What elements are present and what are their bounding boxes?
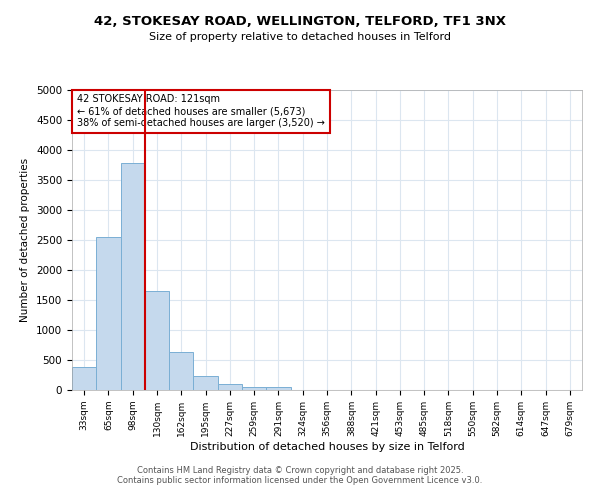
X-axis label: Distribution of detached houses by size in Telford: Distribution of detached houses by size … (190, 442, 464, 452)
Text: 42, STOKESAY ROAD, WELLINGTON, TELFORD, TF1 3NX: 42, STOKESAY ROAD, WELLINGTON, TELFORD, … (94, 15, 506, 28)
Text: 42 STOKESAY ROAD: 121sqm
← 61% of detached houses are smaller (5,673)
38% of sem: 42 STOKESAY ROAD: 121sqm ← 61% of detach… (77, 94, 325, 128)
Y-axis label: Number of detached properties: Number of detached properties (20, 158, 31, 322)
Text: Size of property relative to detached houses in Telford: Size of property relative to detached ho… (149, 32, 451, 42)
Bar (193, 376, 218, 390)
Bar (96, 237, 121, 390)
Bar (218, 384, 242, 390)
Bar (145, 291, 169, 390)
Text: Contains HM Land Registry data © Crown copyright and database right 2025.
Contai: Contains HM Land Registry data © Crown c… (118, 466, 482, 485)
Bar (169, 352, 193, 390)
Bar (72, 367, 96, 390)
Bar (266, 387, 290, 390)
Bar (121, 163, 145, 390)
Bar (242, 387, 266, 390)
